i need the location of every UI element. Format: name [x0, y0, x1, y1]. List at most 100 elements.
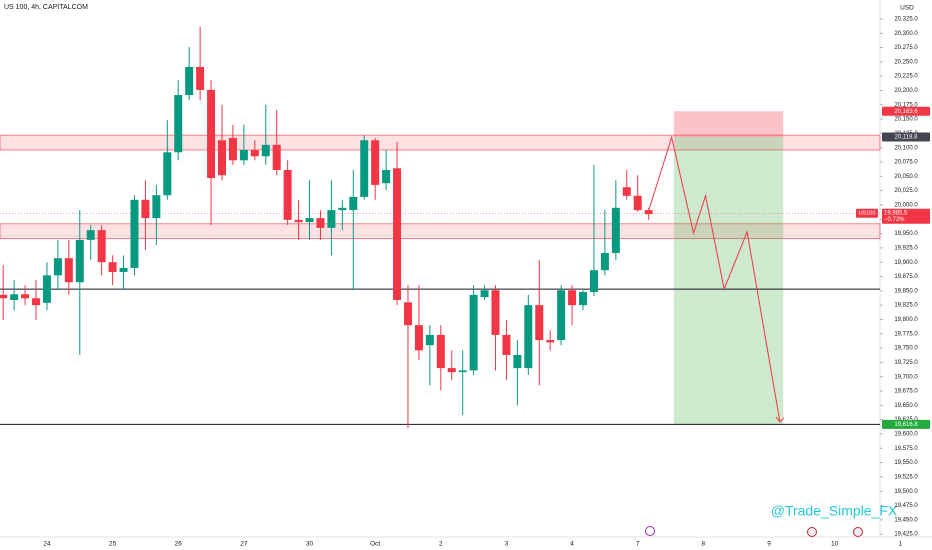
y-tick-label: 20,200.0 [894, 88, 918, 94]
candle-body [42, 275, 51, 303]
y-tick-label: 19,450.0 [894, 517, 918, 523]
event-icon[interactable] [645, 526, 655, 536]
candle-body [0, 294, 8, 299]
candle-body [403, 302, 412, 326]
candle-body [141, 199, 150, 219]
x-tick-label: 26 [175, 541, 183, 548]
x-tick-label: 3 [505, 541, 509, 548]
candle-body [305, 218, 314, 223]
candle-body [425, 334, 434, 346]
candle-body [207, 89, 216, 179]
candle-body [53, 258, 62, 276]
y-tick-label: 20,250.0 [894, 59, 918, 65]
candle-body [382, 170, 391, 184]
y-tick-label: 19,825.0 [894, 303, 918, 309]
candle-body [349, 196, 358, 211]
change-label: −0.72% [884, 217, 905, 223]
candle-body [447, 368, 456, 373]
candle-body [64, 258, 73, 283]
x-tick-label: 9 [767, 541, 771, 548]
y-tick-label: 20,050.0 [894, 174, 918, 180]
currency-label: USD [900, 5, 914, 12]
candle-body [218, 140, 226, 176]
x-tick-label: Oct [370, 541, 380, 548]
candle-body [513, 354, 522, 369]
x-tick-label: 24 [43, 541, 51, 548]
candle-body [185, 66, 194, 96]
symbol-label: US100 [859, 211, 876, 217]
candle-body [130, 199, 139, 268]
y-tick-label: 19,600.0 [894, 432, 918, 438]
price-label: 19,985.5 [884, 210, 908, 216]
candle-body [272, 144, 281, 171]
candle-body [480, 290, 489, 298]
candle-body [250, 149, 259, 157]
candle-body [327, 210, 336, 228]
symbol-box [856, 208, 878, 218]
x-tick-label: 1 [898, 541, 902, 548]
candle-body [261, 144, 270, 157]
candle-body [535, 305, 544, 341]
y-tick-label: 19,875.0 [894, 274, 918, 280]
candle-body [491, 290, 500, 335]
x-tick-label: 2 [439, 541, 443, 548]
candle-body [10, 294, 19, 300]
y-tick-label: 20,225.0 [894, 74, 918, 80]
price-tag-label: 19,616.8 [894, 422, 918, 428]
candle-body [611, 207, 620, 254]
y-tick-label: 20,150.0 [894, 117, 918, 123]
candle-body [579, 291, 588, 306]
y-tick-label: 19,650.0 [894, 403, 918, 409]
y-tick-label: 20,100.0 [894, 145, 918, 151]
candle-body [557, 290, 566, 341]
y-tick-label: 20,025.0 [894, 188, 918, 194]
candle-body [360, 140, 369, 197]
price-tag-box [882, 419, 930, 429]
arrow-head [775, 416, 785, 423]
y-tick-label: 19,675.0 [894, 389, 918, 395]
y-tick-label: 19,475.0 [894, 503, 918, 509]
candle-body [75, 239, 84, 283]
y-tick-label: 19,425.0 [894, 532, 918, 538]
watermark: @Trade_Simple_FX [771, 503, 898, 519]
candle-body [32, 298, 41, 306]
candle-body [414, 325, 423, 351]
y-tick-label: 20,175.0 [894, 102, 918, 108]
candle-body [393, 168, 402, 300]
price-tag: 20,163.6 [882, 106, 930, 116]
price-tag-label: 20,118.8 [895, 135, 919, 141]
event-icon[interactable] [807, 527, 817, 537]
y-tick-label: 19,575.0 [894, 446, 918, 452]
price-tag-box [882, 106, 930, 116]
y-tick-label: 19,700.0 [894, 374, 918, 380]
candle-body [119, 267, 128, 272]
candle-body [436, 334, 445, 369]
y-tick-label: 20,000.0 [894, 203, 918, 209]
y-tick-label: 19,550.0 [894, 460, 918, 466]
symbol-tag: US100 19,985.5−0.72% [856, 208, 930, 224]
candle-body [371, 140, 380, 185]
price-tag: 19,616.8 [882, 419, 930, 429]
candle-body [502, 334, 511, 355]
x-tick-label: 8 [702, 541, 706, 548]
event-icon[interactable] [853, 527, 863, 537]
price-box [882, 208, 930, 224]
candle-body [86, 230, 95, 240]
x-tick-label: 27 [240, 541, 248, 548]
candle-body [458, 370, 467, 373]
x-tick-label: 25 [109, 541, 117, 548]
y-tick-label: 19,725.0 [894, 360, 918, 366]
candle-body [469, 294, 478, 371]
candle-body [568, 290, 577, 306]
candle-body [316, 218, 325, 228]
candle-body [294, 219, 303, 223]
candle-body [633, 195, 642, 211]
price-tag-label: 20,163.6 [894, 109, 918, 115]
y-tick-label: 19,950.0 [894, 231, 918, 237]
x-tick-label: 4 [570, 541, 574, 548]
candle-body [622, 187, 631, 196]
candle-body [600, 253, 609, 271]
x-tick-label: 30 [306, 541, 314, 548]
